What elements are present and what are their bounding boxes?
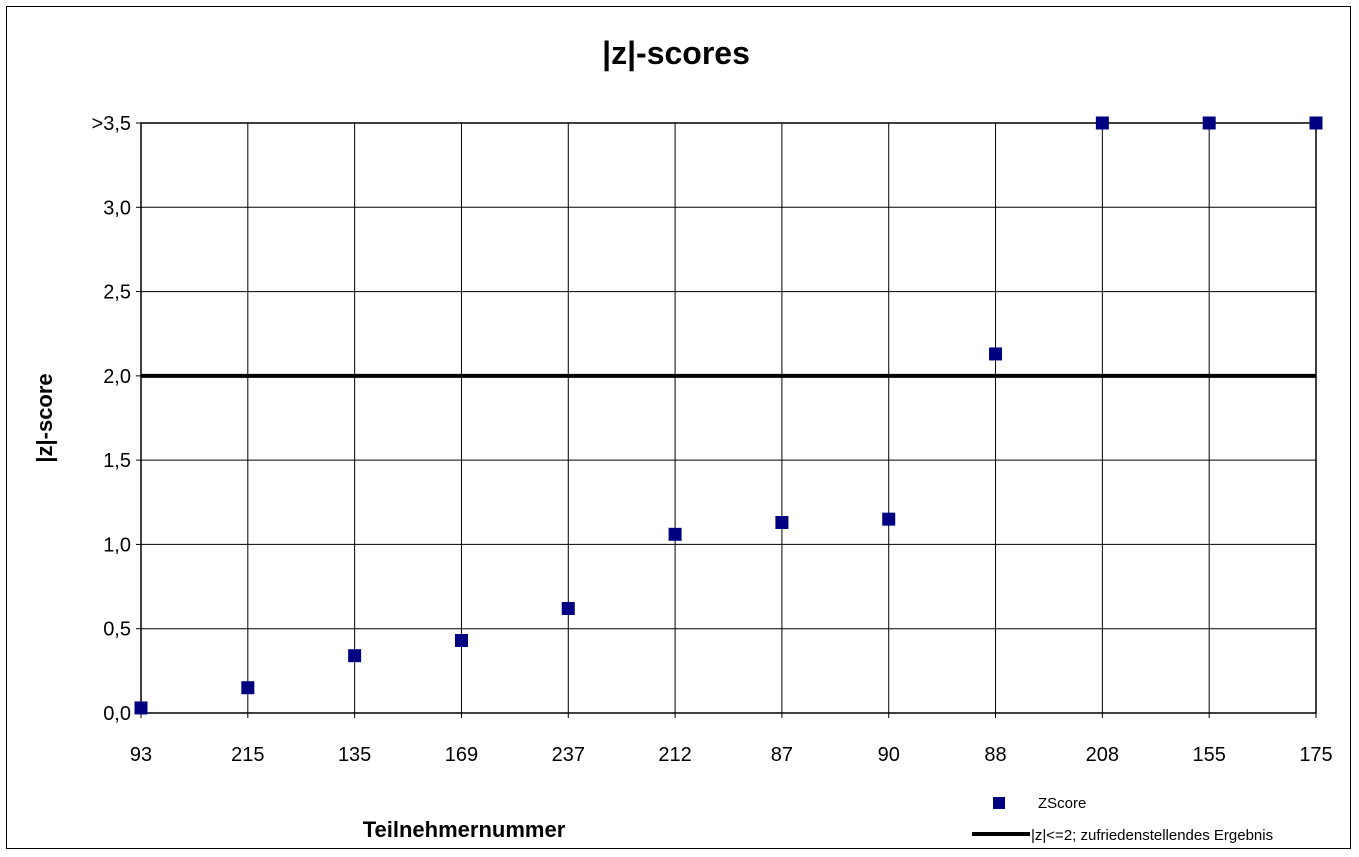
- data-point: [882, 512, 896, 526]
- data-point: [1095, 116, 1109, 130]
- y-tick-label: 0,5: [103, 619, 131, 641]
- y-tick-label: 2,0: [103, 366, 131, 388]
- x-tick-label: 237: [552, 744, 585, 766]
- data-point: [241, 681, 255, 695]
- x-tick-label: 215: [231, 744, 264, 766]
- y-tick-label: 1,0: [103, 534, 131, 556]
- data-point: [775, 516, 789, 530]
- legend-label-reference: |z|<=2; zufriedenstellendes Ergebnis: [1031, 827, 1273, 844]
- x-tick-label: 88: [984, 744, 1006, 766]
- y-axis-label: |z|-score: [32, 373, 57, 462]
- data-point: [1309, 116, 1323, 130]
- chart-frame: [6, 6, 1351, 849]
- y-tick-label: 2,5: [103, 282, 131, 304]
- y-tick-label: 3,0: [103, 197, 131, 219]
- x-tick-label: 208: [1086, 744, 1119, 766]
- x-tick-label: 135: [338, 744, 371, 766]
- x-tick-label: 212: [658, 744, 691, 766]
- x-tick-labels: 93 215 135 169 237 212 87 90 88 208 155 175: [130, 744, 1333, 766]
- legend: ZScore |z|<=2; zufriedenstellendes Ergeb…: [972, 795, 1273, 844]
- y-tick-labels: 0,0 0,5 1,0 1,5 2,0 2,5 3,0 >3,5: [92, 113, 131, 725]
- legend-marker-zscore: [993, 797, 1005, 809]
- data-point: [134, 701, 148, 715]
- x-tick-label: 93: [130, 744, 152, 766]
- legend-label-zscore: ZScore: [1038, 795, 1086, 812]
- plot-area: [140, 122, 1317, 714]
- data-point: [561, 601, 575, 615]
- x-tick-label: 155: [1192, 744, 1225, 766]
- chart-title: |z|-scores: [602, 35, 750, 71]
- y-tick-label: 0,0: [103, 703, 131, 725]
- data-point: [668, 527, 682, 541]
- y-tick-label: 1,5: [103, 450, 131, 472]
- y-tick-label: >3,5: [92, 113, 131, 135]
- data-point: [989, 347, 1003, 361]
- x-tick-label: 175: [1299, 744, 1332, 766]
- x-tick-label: 169: [445, 744, 478, 766]
- data-point: [454, 634, 468, 648]
- grid-layer: [136, 122, 1317, 718]
- data-point: [1202, 116, 1216, 130]
- data-point: [348, 649, 362, 663]
- data-markers: [134, 116, 1323, 715]
- x-tick-label: 87: [771, 744, 793, 766]
- x-axis-label: Teilnehmernummer: [363, 817, 566, 842]
- x-tick-label: 90: [878, 744, 900, 766]
